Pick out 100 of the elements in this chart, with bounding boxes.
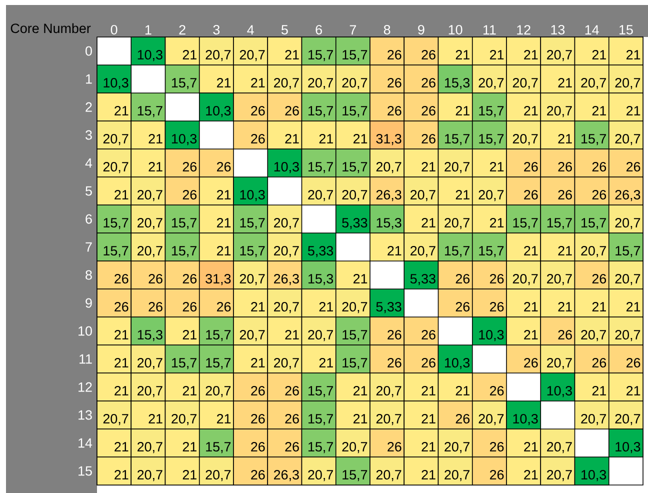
data-label: 20,7	[206, 50, 231, 62]
data-label: 10,3	[581, 470, 606, 482]
data-label: 26,3	[615, 190, 640, 202]
data-label: 20,7	[512, 134, 538, 146]
data-label: 21	[182, 442, 196, 452]
data-label: 26	[524, 162, 538, 172]
data-label: 15,7	[206, 330, 231, 342]
data-label: 10,3	[240, 190, 265, 202]
data-label: 20,7	[342, 442, 368, 454]
data-label: 26	[490, 386, 504, 396]
data-label: 21	[353, 274, 368, 284]
data-label: 21	[524, 442, 538, 452]
data-label: 15,7	[444, 246, 470, 258]
data-label: 26	[592, 190, 606, 200]
data-label: 21	[422, 442, 436, 452]
data-label: 26	[456, 414, 470, 424]
data-label: 20,7	[512, 78, 538, 90]
data-label: 20,7	[444, 162, 470, 174]
data-label: 21	[114, 330, 128, 340]
data-label: 20,7	[410, 190, 436, 202]
data-label: 21	[558, 134, 572, 144]
y-tick-label: 11	[80, 354, 92, 364]
data-label: 21	[524, 106, 538, 116]
data-label: 21	[524, 246, 538, 256]
data-label: 20,7	[615, 414, 640, 426]
data-label: 26,3	[376, 190, 402, 202]
data-label: 21	[490, 50, 504, 60]
y-tick-label: 5	[86, 186, 92, 196]
data-label: 21	[456, 386, 470, 396]
data-label: 26	[592, 274, 606, 284]
data-label: 15,7	[479, 106, 504, 118]
data-label: 26	[285, 442, 299, 452]
data-label: 21	[216, 78, 231, 88]
data-label: 21	[558, 302, 572, 312]
data-label: 15,7	[308, 386, 333, 398]
data-label: 26	[388, 330, 402, 340]
data-label: 20,7	[581, 246, 606, 258]
data-label: 15,7	[513, 218, 538, 230]
data-label: 15,3	[376, 218, 402, 230]
data-label: 10,3	[547, 386, 572, 398]
data-label: 20,7	[172, 414, 196, 426]
data-label: 20,7	[308, 78, 333, 90]
data-label: 21	[353, 386, 368, 396]
data-label: 26	[558, 162, 572, 172]
data-label: 26	[388, 442, 402, 452]
data-label: 20,7	[240, 274, 265, 286]
data-label: 26	[422, 106, 436, 116]
data-label: 26	[182, 274, 197, 284]
data-label: 20,7	[138, 218, 162, 230]
data-label: 15,3	[138, 330, 162, 342]
data-label: 21	[114, 386, 128, 396]
data-label: 26	[422, 78, 436, 88]
chart-title: Core Number	[10, 23, 91, 34]
data-label: 26	[422, 50, 436, 60]
data-label: 21	[592, 302, 606, 312]
data-label: 20,7	[547, 274, 572, 286]
data-label: 26	[182, 302, 197, 312]
data-label: 20,7	[138, 442, 162, 454]
data-label: 21	[114, 470, 128, 480]
data-label: 20,7	[547, 470, 572, 482]
data-label: 20,7	[103, 414, 128, 426]
data-label: 20,7	[342, 302, 368, 314]
data-label: 20,7	[376, 386, 402, 398]
data-label: 26	[592, 358, 606, 368]
data-label: 15,3	[444, 78, 470, 90]
data-label: 26	[251, 134, 265, 144]
data-label: 21	[319, 134, 333, 144]
data-label: 26	[558, 190, 572, 200]
data-label: 20,7	[240, 330, 265, 342]
data-label: 20,7	[410, 246, 436, 258]
data-label: 21	[319, 302, 333, 312]
data-label: 26	[216, 302, 231, 312]
data-label: 26	[592, 162, 606, 172]
data-label: 15,7	[308, 414, 333, 426]
data-label: 10,3	[206, 106, 231, 118]
data-label: 21	[388, 246, 402, 256]
data-label: 21	[626, 50, 640, 60]
y-tick-label: 3	[86, 130, 92, 140]
y-tick-label: 8	[86, 270, 92, 280]
data-label: 20,7	[103, 134, 128, 146]
y-tick-label: 15	[78, 466, 92, 476]
data-label: 10,3	[444, 358, 470, 370]
data-label: 15,7	[342, 470, 368, 482]
y-tick-label: 1	[86, 74, 92, 84]
data-label: 15,7	[172, 246, 196, 258]
data-label: 26	[388, 106, 402, 116]
data-label: 5,33	[308, 246, 334, 258]
data-label: 21	[216, 190, 231, 200]
data-label: 26,3	[274, 274, 299, 286]
data-label: 15,7	[581, 218, 606, 230]
data-label: 10,3	[616, 442, 640, 454]
data-label: 26	[626, 162, 640, 172]
data-label: 21	[626, 386, 640, 396]
data-label: 15,7	[342, 162, 368, 174]
data-label: 20,7	[206, 470, 231, 482]
x-tick-label: 10	[448, 24, 462, 34]
y-tick-label: 14	[78, 438, 92, 448]
x-tick-label: 0	[110, 24, 118, 34]
x-tick-label: 15	[619, 25, 633, 34]
x-tick-label: 6	[316, 24, 322, 34]
